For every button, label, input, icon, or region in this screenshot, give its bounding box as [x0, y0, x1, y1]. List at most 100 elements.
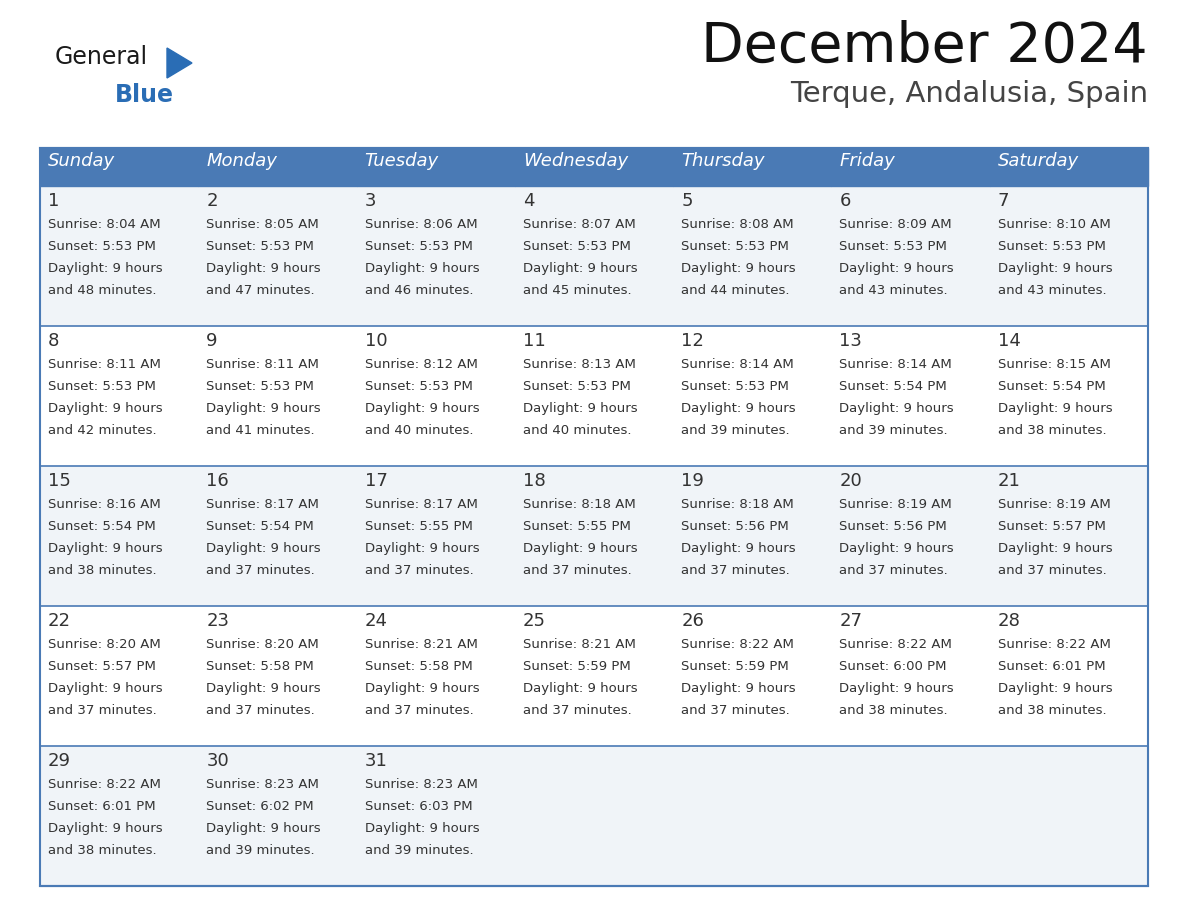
Text: Sunset: 5:54 PM: Sunset: 5:54 PM: [207, 520, 314, 533]
Bar: [514, 746, 674, 886]
Text: Sunrise: 8:22 AM: Sunrise: 8:22 AM: [998, 638, 1111, 651]
Bar: [198, 326, 356, 466]
Text: Sunrise: 8:21 AM: Sunrise: 8:21 AM: [365, 638, 478, 651]
Text: Sunset: 5:53 PM: Sunset: 5:53 PM: [523, 380, 631, 393]
Text: Sunset: 5:53 PM: Sunset: 5:53 PM: [365, 380, 473, 393]
Bar: [514, 148, 674, 186]
Text: and 39 minutes.: and 39 minutes.: [365, 844, 473, 857]
Text: 10: 10: [365, 332, 387, 350]
Text: Daylight: 9 hours: Daylight: 9 hours: [365, 262, 479, 275]
Text: Wednesday: Wednesday: [523, 152, 628, 170]
Text: Sunrise: 8:18 AM: Sunrise: 8:18 AM: [681, 498, 794, 511]
Text: and 38 minutes.: and 38 minutes.: [48, 844, 157, 857]
Text: 3: 3: [365, 192, 377, 210]
Bar: [356, 746, 514, 886]
Text: and 45 minutes.: and 45 minutes.: [523, 284, 632, 297]
Text: Daylight: 9 hours: Daylight: 9 hours: [998, 682, 1112, 695]
Text: Daylight: 9 hours: Daylight: 9 hours: [523, 262, 638, 275]
Text: Daylight: 9 hours: Daylight: 9 hours: [207, 402, 321, 415]
Text: Sunset: 5:53 PM: Sunset: 5:53 PM: [365, 240, 473, 253]
Text: Sunrise: 8:14 AM: Sunrise: 8:14 AM: [840, 358, 952, 371]
Text: and 37 minutes.: and 37 minutes.: [365, 704, 473, 717]
Bar: [832, 466, 990, 606]
Bar: [198, 466, 356, 606]
Text: Daylight: 9 hours: Daylight: 9 hours: [523, 402, 638, 415]
Bar: [40, 148, 198, 186]
Text: Sunset: 5:55 PM: Sunset: 5:55 PM: [365, 520, 473, 533]
Bar: [990, 186, 1148, 326]
Text: and 37 minutes.: and 37 minutes.: [365, 564, 473, 577]
Text: Daylight: 9 hours: Daylight: 9 hours: [998, 262, 1112, 275]
Text: 28: 28: [998, 612, 1020, 630]
Bar: [990, 606, 1148, 746]
Text: Daylight: 9 hours: Daylight: 9 hours: [840, 682, 954, 695]
Text: Daylight: 9 hours: Daylight: 9 hours: [523, 542, 638, 555]
Text: Daylight: 9 hours: Daylight: 9 hours: [840, 542, 954, 555]
Text: Friday: Friday: [840, 152, 896, 170]
Text: 9: 9: [207, 332, 217, 350]
Text: 15: 15: [48, 472, 71, 490]
Text: Monday: Monday: [207, 152, 277, 170]
Bar: [832, 746, 990, 886]
Text: 27: 27: [840, 612, 862, 630]
Text: Sunrise: 8:17 AM: Sunrise: 8:17 AM: [207, 498, 320, 511]
Text: Sunset: 5:53 PM: Sunset: 5:53 PM: [681, 240, 789, 253]
Text: 19: 19: [681, 472, 704, 490]
Text: Sunrise: 8:08 AM: Sunrise: 8:08 AM: [681, 218, 794, 231]
Bar: [674, 186, 832, 326]
Text: Sunset: 5:56 PM: Sunset: 5:56 PM: [681, 520, 789, 533]
Text: Daylight: 9 hours: Daylight: 9 hours: [48, 262, 163, 275]
Text: and 48 minutes.: and 48 minutes.: [48, 284, 157, 297]
Text: Sunset: 6:01 PM: Sunset: 6:01 PM: [48, 800, 156, 813]
Text: Daylight: 9 hours: Daylight: 9 hours: [681, 682, 796, 695]
Text: and 40 minutes.: and 40 minutes.: [523, 424, 631, 437]
Text: Saturday: Saturday: [998, 152, 1079, 170]
Bar: [990, 148, 1148, 186]
Text: Daylight: 9 hours: Daylight: 9 hours: [48, 682, 163, 695]
Text: Sunset: 5:58 PM: Sunset: 5:58 PM: [365, 660, 473, 673]
Bar: [40, 326, 198, 466]
Text: 12: 12: [681, 332, 704, 350]
Text: 25: 25: [523, 612, 545, 630]
Text: Sunset: 5:54 PM: Sunset: 5:54 PM: [48, 520, 156, 533]
Text: Daylight: 9 hours: Daylight: 9 hours: [48, 822, 163, 835]
Text: Sunrise: 8:22 AM: Sunrise: 8:22 AM: [681, 638, 794, 651]
Text: Daylight: 9 hours: Daylight: 9 hours: [207, 262, 321, 275]
Text: Sunrise: 8:14 AM: Sunrise: 8:14 AM: [681, 358, 794, 371]
Text: Daylight: 9 hours: Daylight: 9 hours: [207, 542, 321, 555]
Text: Terque, Andalusia, Spain: Terque, Andalusia, Spain: [790, 80, 1148, 108]
Text: and 37 minutes.: and 37 minutes.: [207, 564, 315, 577]
Text: Daylight: 9 hours: Daylight: 9 hours: [998, 542, 1112, 555]
Text: Sunset: 5:54 PM: Sunset: 5:54 PM: [998, 380, 1106, 393]
Bar: [356, 148, 514, 186]
Bar: [40, 186, 198, 326]
Bar: [832, 186, 990, 326]
Text: Sunrise: 8:22 AM: Sunrise: 8:22 AM: [840, 638, 953, 651]
Text: Daylight: 9 hours: Daylight: 9 hours: [365, 542, 479, 555]
Text: and 47 minutes.: and 47 minutes.: [207, 284, 315, 297]
Text: Sunrise: 8:19 AM: Sunrise: 8:19 AM: [840, 498, 952, 511]
Bar: [356, 606, 514, 746]
Bar: [832, 606, 990, 746]
Bar: [356, 186, 514, 326]
Text: General: General: [55, 45, 148, 69]
Text: and 38 minutes.: and 38 minutes.: [998, 424, 1106, 437]
Bar: [832, 148, 990, 186]
Text: Tuesday: Tuesday: [365, 152, 438, 170]
Polygon shape: [168, 48, 192, 78]
Text: Sunrise: 8:21 AM: Sunrise: 8:21 AM: [523, 638, 636, 651]
Text: and 40 minutes.: and 40 minutes.: [365, 424, 473, 437]
Text: Sunset: 5:53 PM: Sunset: 5:53 PM: [207, 240, 314, 253]
Text: 5: 5: [681, 192, 693, 210]
Text: Daylight: 9 hours: Daylight: 9 hours: [681, 402, 796, 415]
Text: Sunset: 5:56 PM: Sunset: 5:56 PM: [840, 520, 947, 533]
Text: 20: 20: [840, 472, 862, 490]
Text: Sunrise: 8:16 AM: Sunrise: 8:16 AM: [48, 498, 160, 511]
Text: Sunrise: 8:20 AM: Sunrise: 8:20 AM: [207, 638, 320, 651]
Text: Sunrise: 8:09 AM: Sunrise: 8:09 AM: [840, 218, 952, 231]
Text: 7: 7: [998, 192, 1010, 210]
Text: Sunset: 5:53 PM: Sunset: 5:53 PM: [840, 240, 947, 253]
Text: 16: 16: [207, 472, 229, 490]
Text: Sunday: Sunday: [48, 152, 115, 170]
Text: Sunset: 5:53 PM: Sunset: 5:53 PM: [523, 240, 631, 253]
